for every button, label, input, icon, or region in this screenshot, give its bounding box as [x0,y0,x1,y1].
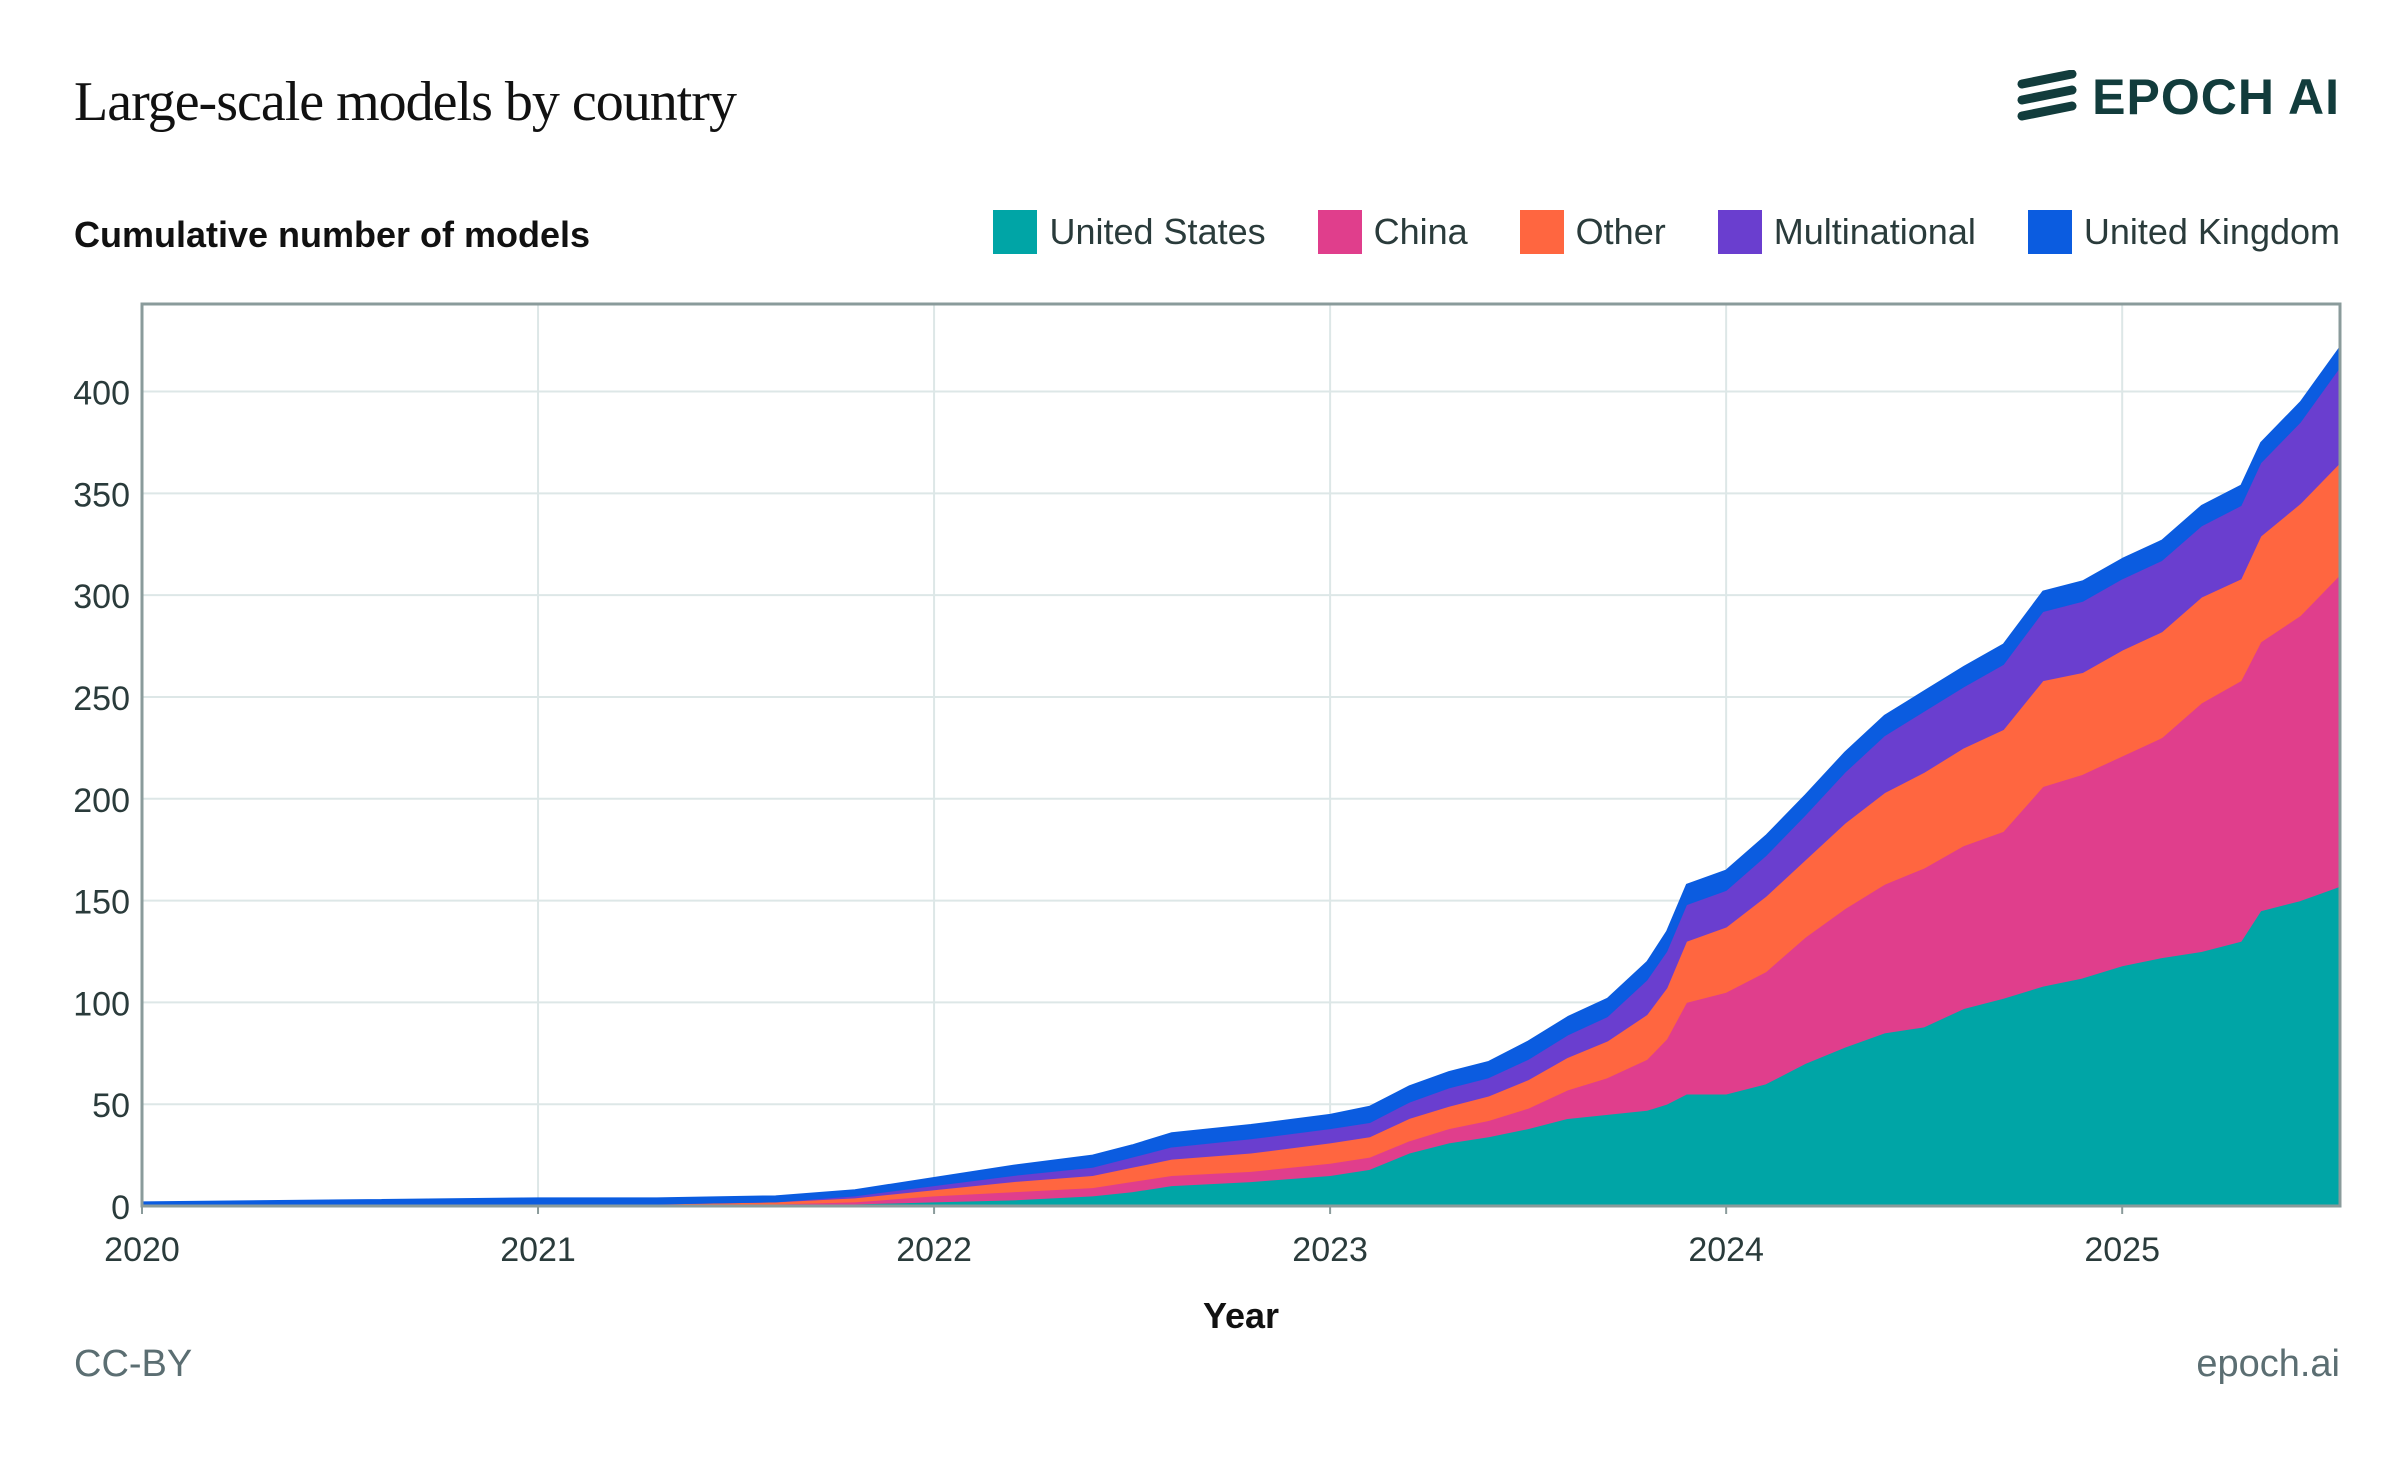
legend-swatch-united-kingdom [2027,210,2072,254]
legend-swatch-china [1317,210,1362,254]
legend-label-united-kingdom: United Kingdom [2083,211,2340,252]
x-tick-label: 2021 [500,1231,576,1269]
legend-label-multinational: Multinational [1773,211,1976,252]
legend-swatch-united-states [993,210,1038,254]
epoch-logo[interactable]: EPOCH AI [2016,68,2340,126]
x-axis-title: Year [1203,1295,1279,1336]
y-tick-label: 200 [73,782,130,820]
y-axis-title: Cumulative number of models [74,214,591,255]
plot-frame [140,302,2342,1208]
legend-item-multinational[interactable]: Multinational [1717,210,1976,254]
y-tick-label: 50 [92,1087,130,1125]
y-tick-label: 250 [73,680,130,718]
legend-swatch-multinational [1717,210,1762,254]
legend-swatch-other [1519,210,1564,254]
area-series[interactable] [141,346,2341,1207]
legend-label-other: Other [1575,211,1666,252]
x-tick-label: 2023 [1292,1231,1368,1269]
y-tick-label: 100 [73,985,130,1023]
epoch-logo-icon [2017,70,2077,121]
chart-title: Large-scale models by country [74,71,737,133]
y-axis-ticks: 0 50 100 150 200 250 300 350 400 [73,375,130,1227]
legend-item-united-kingdom[interactable]: United Kingdom [2027,210,2340,254]
x-tick-label: 2020 [104,1231,180,1269]
legend-label-united-states: United States [1049,211,1266,252]
legend-item-united-states[interactable]: United States [993,210,1266,254]
legend-item-other[interactable]: Other [1519,210,1666,254]
legend: United States China Other Multinational … [993,210,2340,254]
y-tick-label: 350 [73,476,130,514]
y-tick-label: 150 [73,884,130,922]
legend-label-china: China [1373,211,1468,252]
y-tick-label: 400 [73,375,130,413]
x-tick-label: 2024 [1688,1231,1764,1269]
epoch-logo-text: EPOCH AI [2092,69,2340,125]
y-tick-label: 0 [111,1189,130,1227]
x-tick-label: 2025 [2084,1231,2160,1269]
x-tick-label: 2022 [896,1231,972,1269]
legend-item-china[interactable]: China [1317,210,1468,254]
site-link[interactable]: epoch.ai [2196,1343,2340,1385]
x-axis-ticks: 2020 2021 2022 2023 2024 2025 [104,1206,2160,1269]
license-label: CC-BY [74,1343,193,1385]
y-tick-label: 300 [73,578,130,616]
